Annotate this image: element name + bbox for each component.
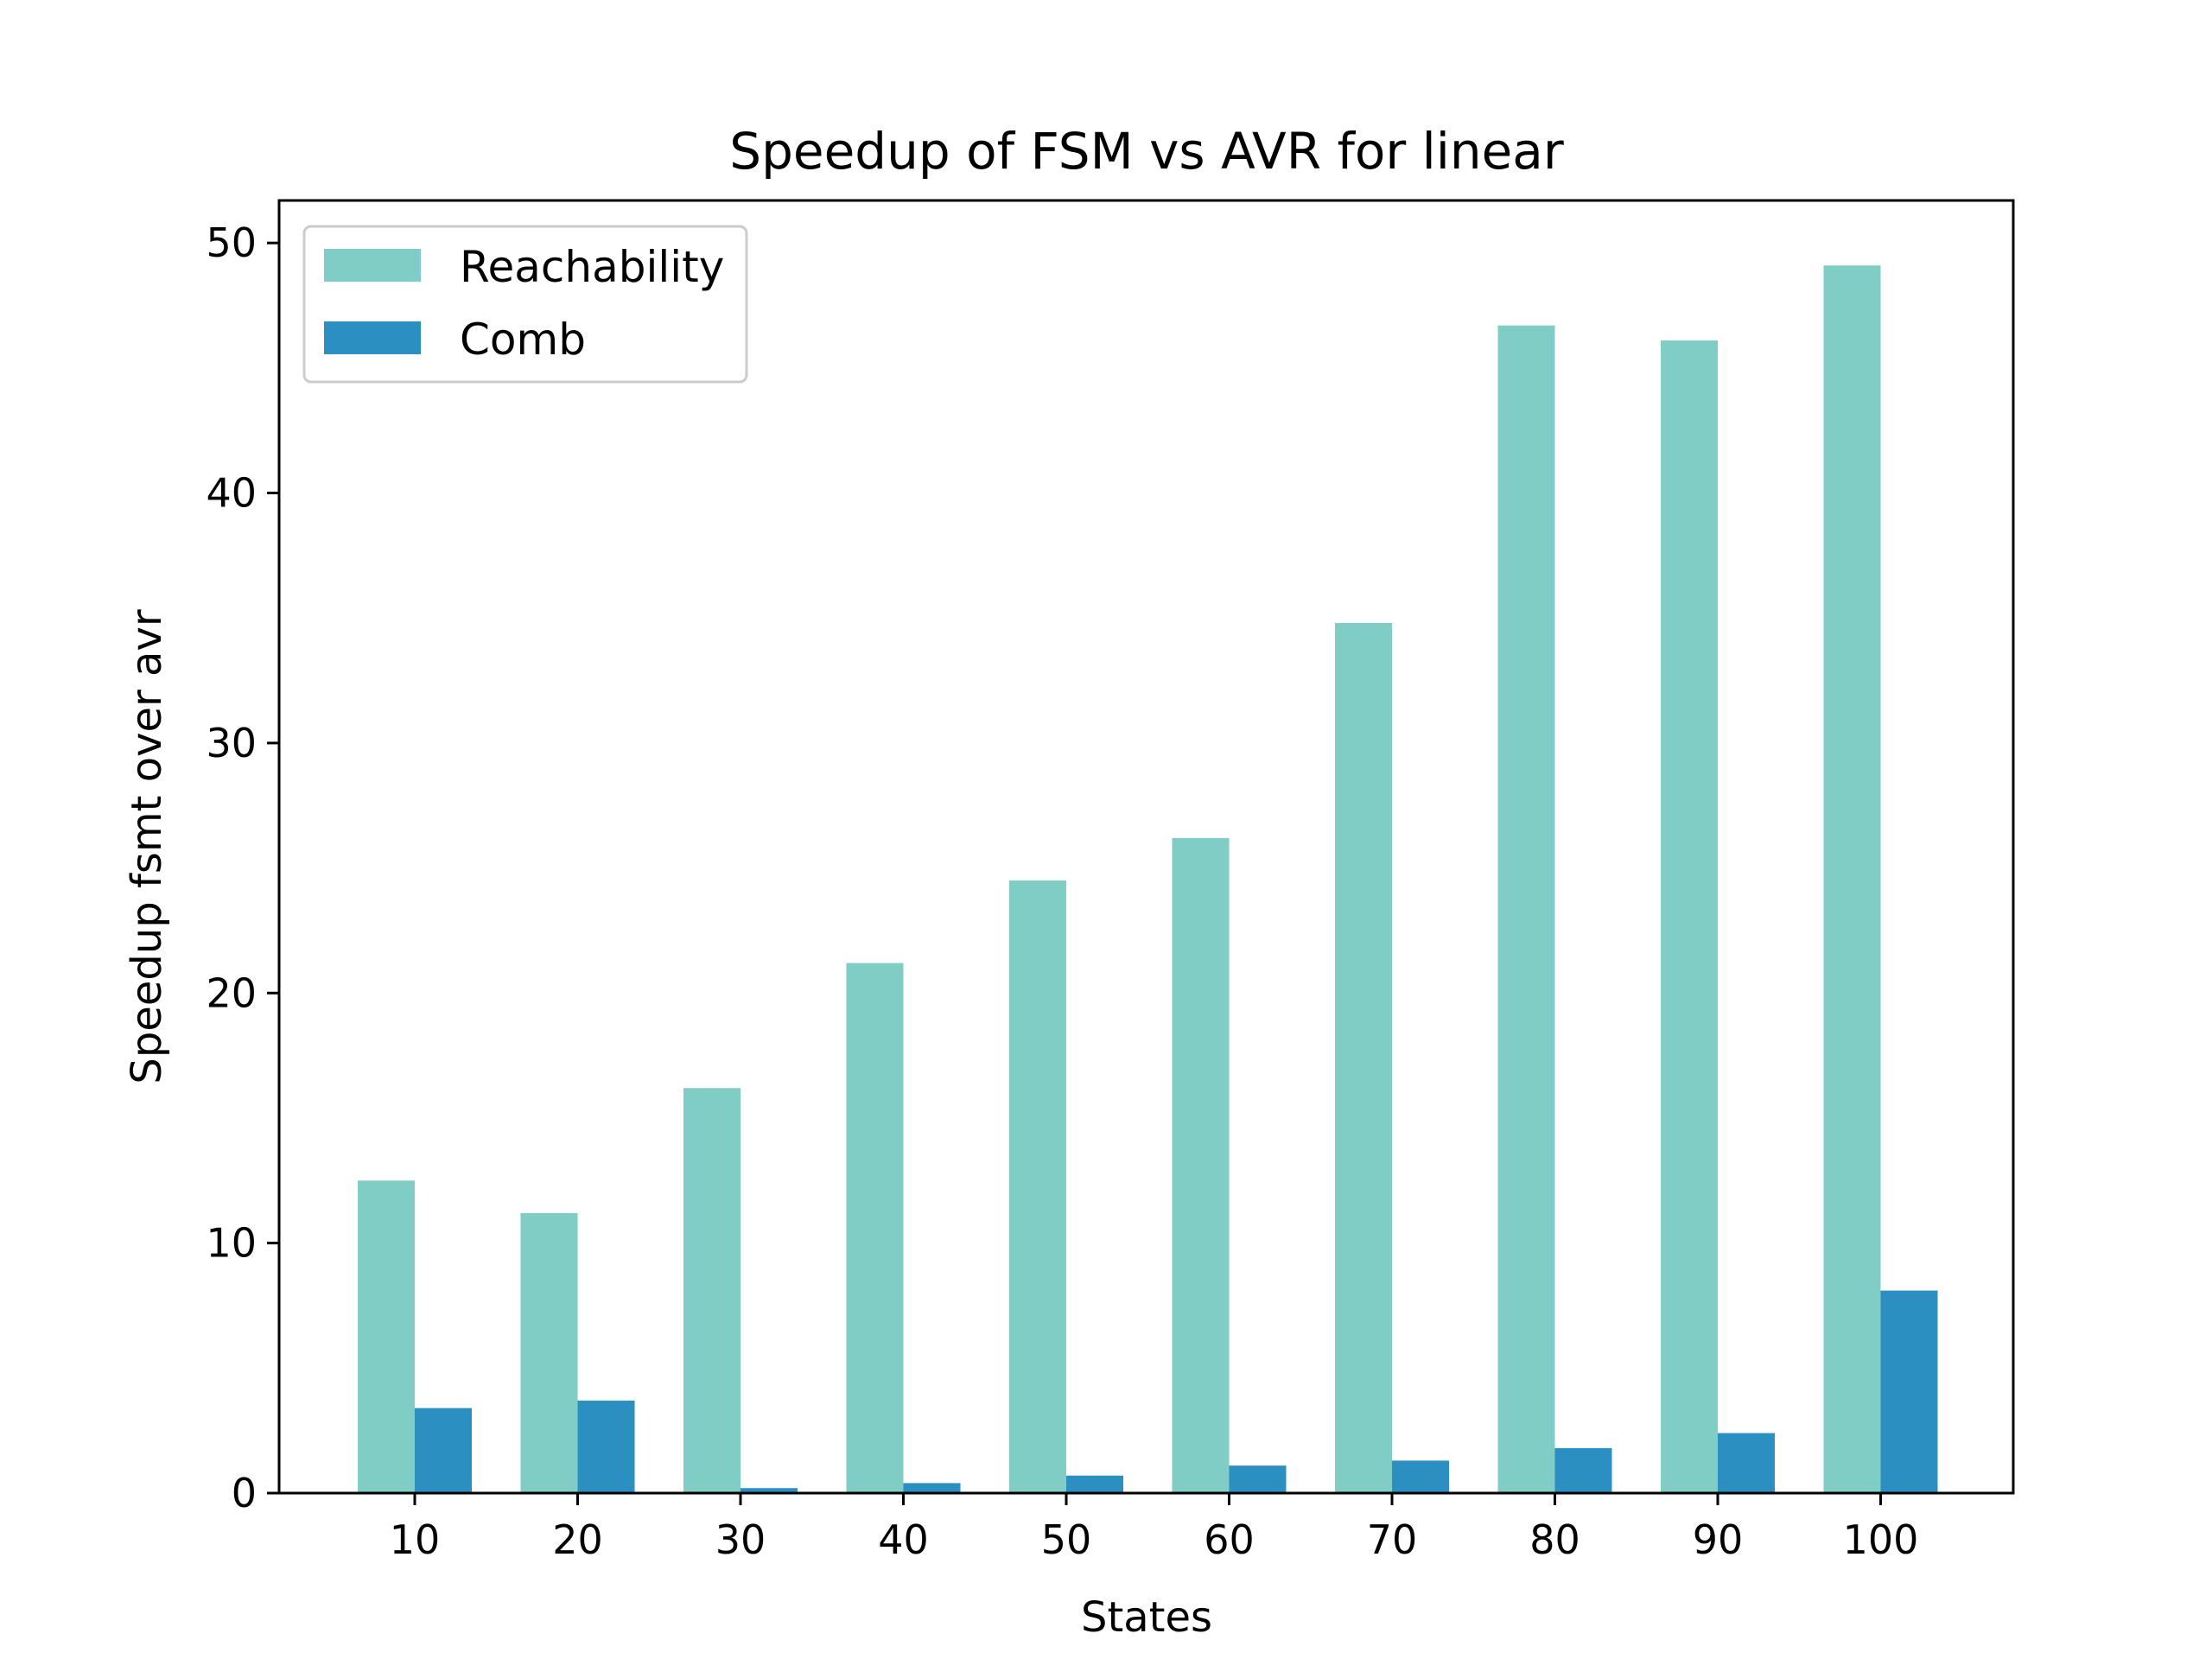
- x-tick-label-30: 30: [715, 1516, 766, 1563]
- y-axis-ticks: 0 10 20 30 40 50: [206, 219, 279, 1516]
- bar-comb-40: [903, 1483, 961, 1493]
- y-tick-label-50: 50: [206, 219, 257, 266]
- x-axis-label: States: [1081, 1593, 1212, 1642]
- bar-reachability-90: [1661, 340, 1718, 1494]
- bar-comb-100: [1880, 1290, 1938, 1493]
- legend: Reachability Comb: [302, 225, 748, 384]
- x-tick-label-100: 100: [1843, 1516, 1919, 1563]
- bar-reachability-80: [1497, 325, 1555, 1493]
- y-tick-label-10: 10: [206, 1220, 257, 1267]
- plot-area-frame: [277, 199, 2015, 1495]
- bar-comb-10: [415, 1408, 472, 1493]
- bar-reachability-70: [1335, 623, 1392, 1493]
- y-axis-label: Speedup fsmt over avr: [123, 609, 171, 1084]
- bars-layer: [358, 265, 1938, 1494]
- x-tick-label-10: 10: [390, 1516, 441, 1563]
- chart-title: Speedup of FSM vs AVR for linear: [729, 122, 1564, 181]
- bar-comb-30: [741, 1488, 798, 1493]
- x-tick-label-50: 50: [1041, 1516, 1092, 1563]
- legend-swatch-reachability: [324, 249, 421, 282]
- bar-comb-70: [1392, 1460, 1449, 1493]
- bar-comb-50: [1066, 1475, 1123, 1493]
- bar-reachability-10: [358, 1180, 415, 1493]
- bar-reachability-30: [683, 1088, 741, 1493]
- bar-comb-80: [1554, 1447, 1612, 1493]
- x-tick-label-70: 70: [1367, 1516, 1418, 1563]
- bar-comb-90: [1718, 1433, 1775, 1493]
- bar-reachability-40: [846, 963, 904, 1493]
- bar-reachability-60: [1172, 837, 1230, 1493]
- bar-reachability-20: [520, 1212, 578, 1493]
- y-tick-label-30: 30: [206, 720, 257, 766]
- x-axis-ticks: 10 20 30 40 50 60 70 80 90 100: [390, 1493, 1919, 1563]
- y-tick-label-40: 40: [206, 470, 257, 517]
- y-tick-label-20: 20: [206, 969, 257, 1016]
- x-tick-label-60: 60: [1204, 1516, 1255, 1563]
- bar-reachability-50: [1009, 880, 1066, 1493]
- x-tick-label-80: 80: [1529, 1516, 1580, 1563]
- bar-comb-20: [577, 1400, 635, 1493]
- legend-label-comb: Comb: [460, 315, 586, 365]
- y-tick-label-0: 0: [232, 1470, 257, 1516]
- legend-swatch-comb: [324, 321, 421, 354]
- x-tick-label-90: 90: [1693, 1516, 1744, 1563]
- bar-reachability-100: [1823, 265, 1881, 1494]
- legend-label-reachability: Reachability: [460, 242, 724, 292]
- bar-comb-60: [1229, 1465, 1287, 1493]
- x-tick-label-20: 20: [552, 1516, 603, 1563]
- x-tick-label-40: 40: [878, 1516, 929, 1563]
